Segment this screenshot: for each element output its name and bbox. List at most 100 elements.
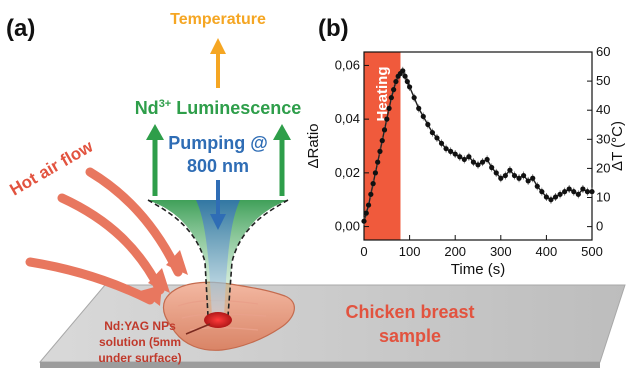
- data-point: [534, 183, 540, 189]
- luminescence-cone-edge-right: [227, 199, 289, 317]
- data-point: [425, 121, 431, 128]
- data-point: [416, 105, 422, 111]
- data-point: [489, 164, 495, 171]
- data-point: [381, 127, 388, 133]
- data-point: [375, 159, 381, 165]
- y-axis-right-label: ΔT (°C): [609, 121, 626, 171]
- data-point: [539, 189, 545, 195]
- data-point: [384, 116, 390, 122]
- data-point: [548, 197, 554, 203]
- luminescence-cone-edge-left: [147, 199, 209, 317]
- nanoparticle-spot: [204, 312, 232, 328]
- luminescence-label-nd: Nd: [135, 98, 159, 118]
- y-right-tick-label: 30: [596, 131, 610, 146]
- data-point: [457, 154, 463, 160]
- data-point: [400, 68, 406, 74]
- y-axis-left-label: ΔRatio: [305, 123, 322, 168]
- y-right-tick-label: 10: [596, 190, 610, 205]
- x-tick-label: 100: [399, 244, 421, 259]
- panel-a-label: (a): [6, 15, 35, 42]
- y-right-tick-label: 20: [596, 160, 610, 175]
- data-point: [566, 186, 572, 192]
- panel-a: (a): [6, 11, 626, 368]
- y-right-tick-label: 40: [596, 102, 610, 117]
- y-right-tick-label: 0: [596, 219, 603, 234]
- luminescence-label-rest: Luminescence: [171, 98, 301, 118]
- x-tick-label: 500: [581, 244, 603, 259]
- data-point: [420, 113, 426, 120]
- y-left-tick-label: 0,04: [335, 111, 360, 126]
- data-point: [466, 154, 472, 160]
- data-point: [543, 194, 550, 200]
- data-point: [557, 191, 563, 197]
- sample-label-line1: Chicken breast: [345, 302, 474, 322]
- panel-b: (b) Heating 0 100 200 300 400 500 0,000,020,0…: [305, 15, 626, 278]
- pump-arrow: [210, 180, 226, 230]
- hot-air-label: Hot air flow: [7, 136, 97, 199]
- sample-label-line2: sample: [379, 326, 441, 346]
- data-point: [388, 95, 394, 101]
- pumping-label-line1: Pumping @: [168, 133, 268, 153]
- data-point: [391, 87, 397, 93]
- panel-b-label: (b): [318, 15, 349, 42]
- x-tick-label: 200: [444, 244, 466, 259]
- data-point: [475, 162, 481, 168]
- data-point: [530, 175, 536, 181]
- x-tick-label: 400: [536, 244, 558, 259]
- data-point: [386, 105, 392, 111]
- y-right-tick-label: 50: [596, 73, 610, 88]
- data-point: [365, 202, 372, 208]
- np-label-line1: Nd:YAG NPs: [104, 319, 176, 333]
- temperature-label: Temperature: [170, 11, 266, 28]
- np-leader-line: [185, 323, 211, 335]
- data-point: [407, 84, 413, 90]
- data-point: [404, 78, 410, 85]
- data-point: [372, 170, 378, 176]
- y-left-tick-label: 0,02: [335, 165, 360, 180]
- data-point: [470, 159, 477, 165]
- data-point: [502, 172, 508, 179]
- data-point: [379, 138, 385, 144]
- data-point: [484, 156, 490, 163]
- np-label-line2: solution (5mm: [99, 335, 181, 349]
- y-right-tick-label: 60: [596, 44, 610, 59]
- data-point: [511, 172, 518, 179]
- data-point: [443, 146, 449, 152]
- data-series: [361, 66, 595, 226]
- y-axis-right: 0 10 20 30 40 50 60: [587, 44, 610, 234]
- data-point: [498, 175, 504, 181]
- data-point: [370, 181, 376, 187]
- data-point: [525, 178, 531, 184]
- x-axis-label: Time (s): [451, 261, 505, 278]
- pump-beam: [196, 200, 240, 318]
- data-point: [584, 189, 591, 195]
- data-point: [452, 151, 458, 157]
- data-point: [377, 148, 383, 154]
- data-point: [589, 189, 595, 195]
- x-tick-label: 300: [490, 244, 512, 259]
- x-axis: 0 100 200 300 400 500: [360, 235, 603, 259]
- data-point: [368, 191, 374, 197]
- luminescence-arrow-right: [273, 124, 291, 196]
- data-point: [552, 194, 559, 200]
- data-point: [438, 140, 445, 146]
- x-tick-label: 0: [360, 244, 367, 259]
- y-left-tick-label: 0,00: [335, 219, 360, 234]
- luminescence-label-sup: 3+: [159, 98, 172, 110]
- data-point: [363, 210, 369, 216]
- data-point: [580, 186, 586, 192]
- data-point: [361, 218, 367, 224]
- np-label-line3: under surface): [98, 351, 181, 365]
- temperature-arrow: [210, 38, 226, 88]
- data-point: [402, 73, 408, 79]
- y-axis-left: 0,00 0,02 0,04 0,06: [335, 57, 369, 234]
- pumping-label-line2: 800 nm: [187, 156, 249, 176]
- data-point: [448, 148, 454, 154]
- luminescence-arrow-left: [146, 124, 164, 196]
- hot-air-arrows: [25, 167, 188, 306]
- data-point: [479, 159, 486, 165]
- luminescence-label: Nd3+ Luminescence: [135, 98, 302, 118]
- data-point: [507, 167, 513, 173]
- data-point: [562, 189, 568, 195]
